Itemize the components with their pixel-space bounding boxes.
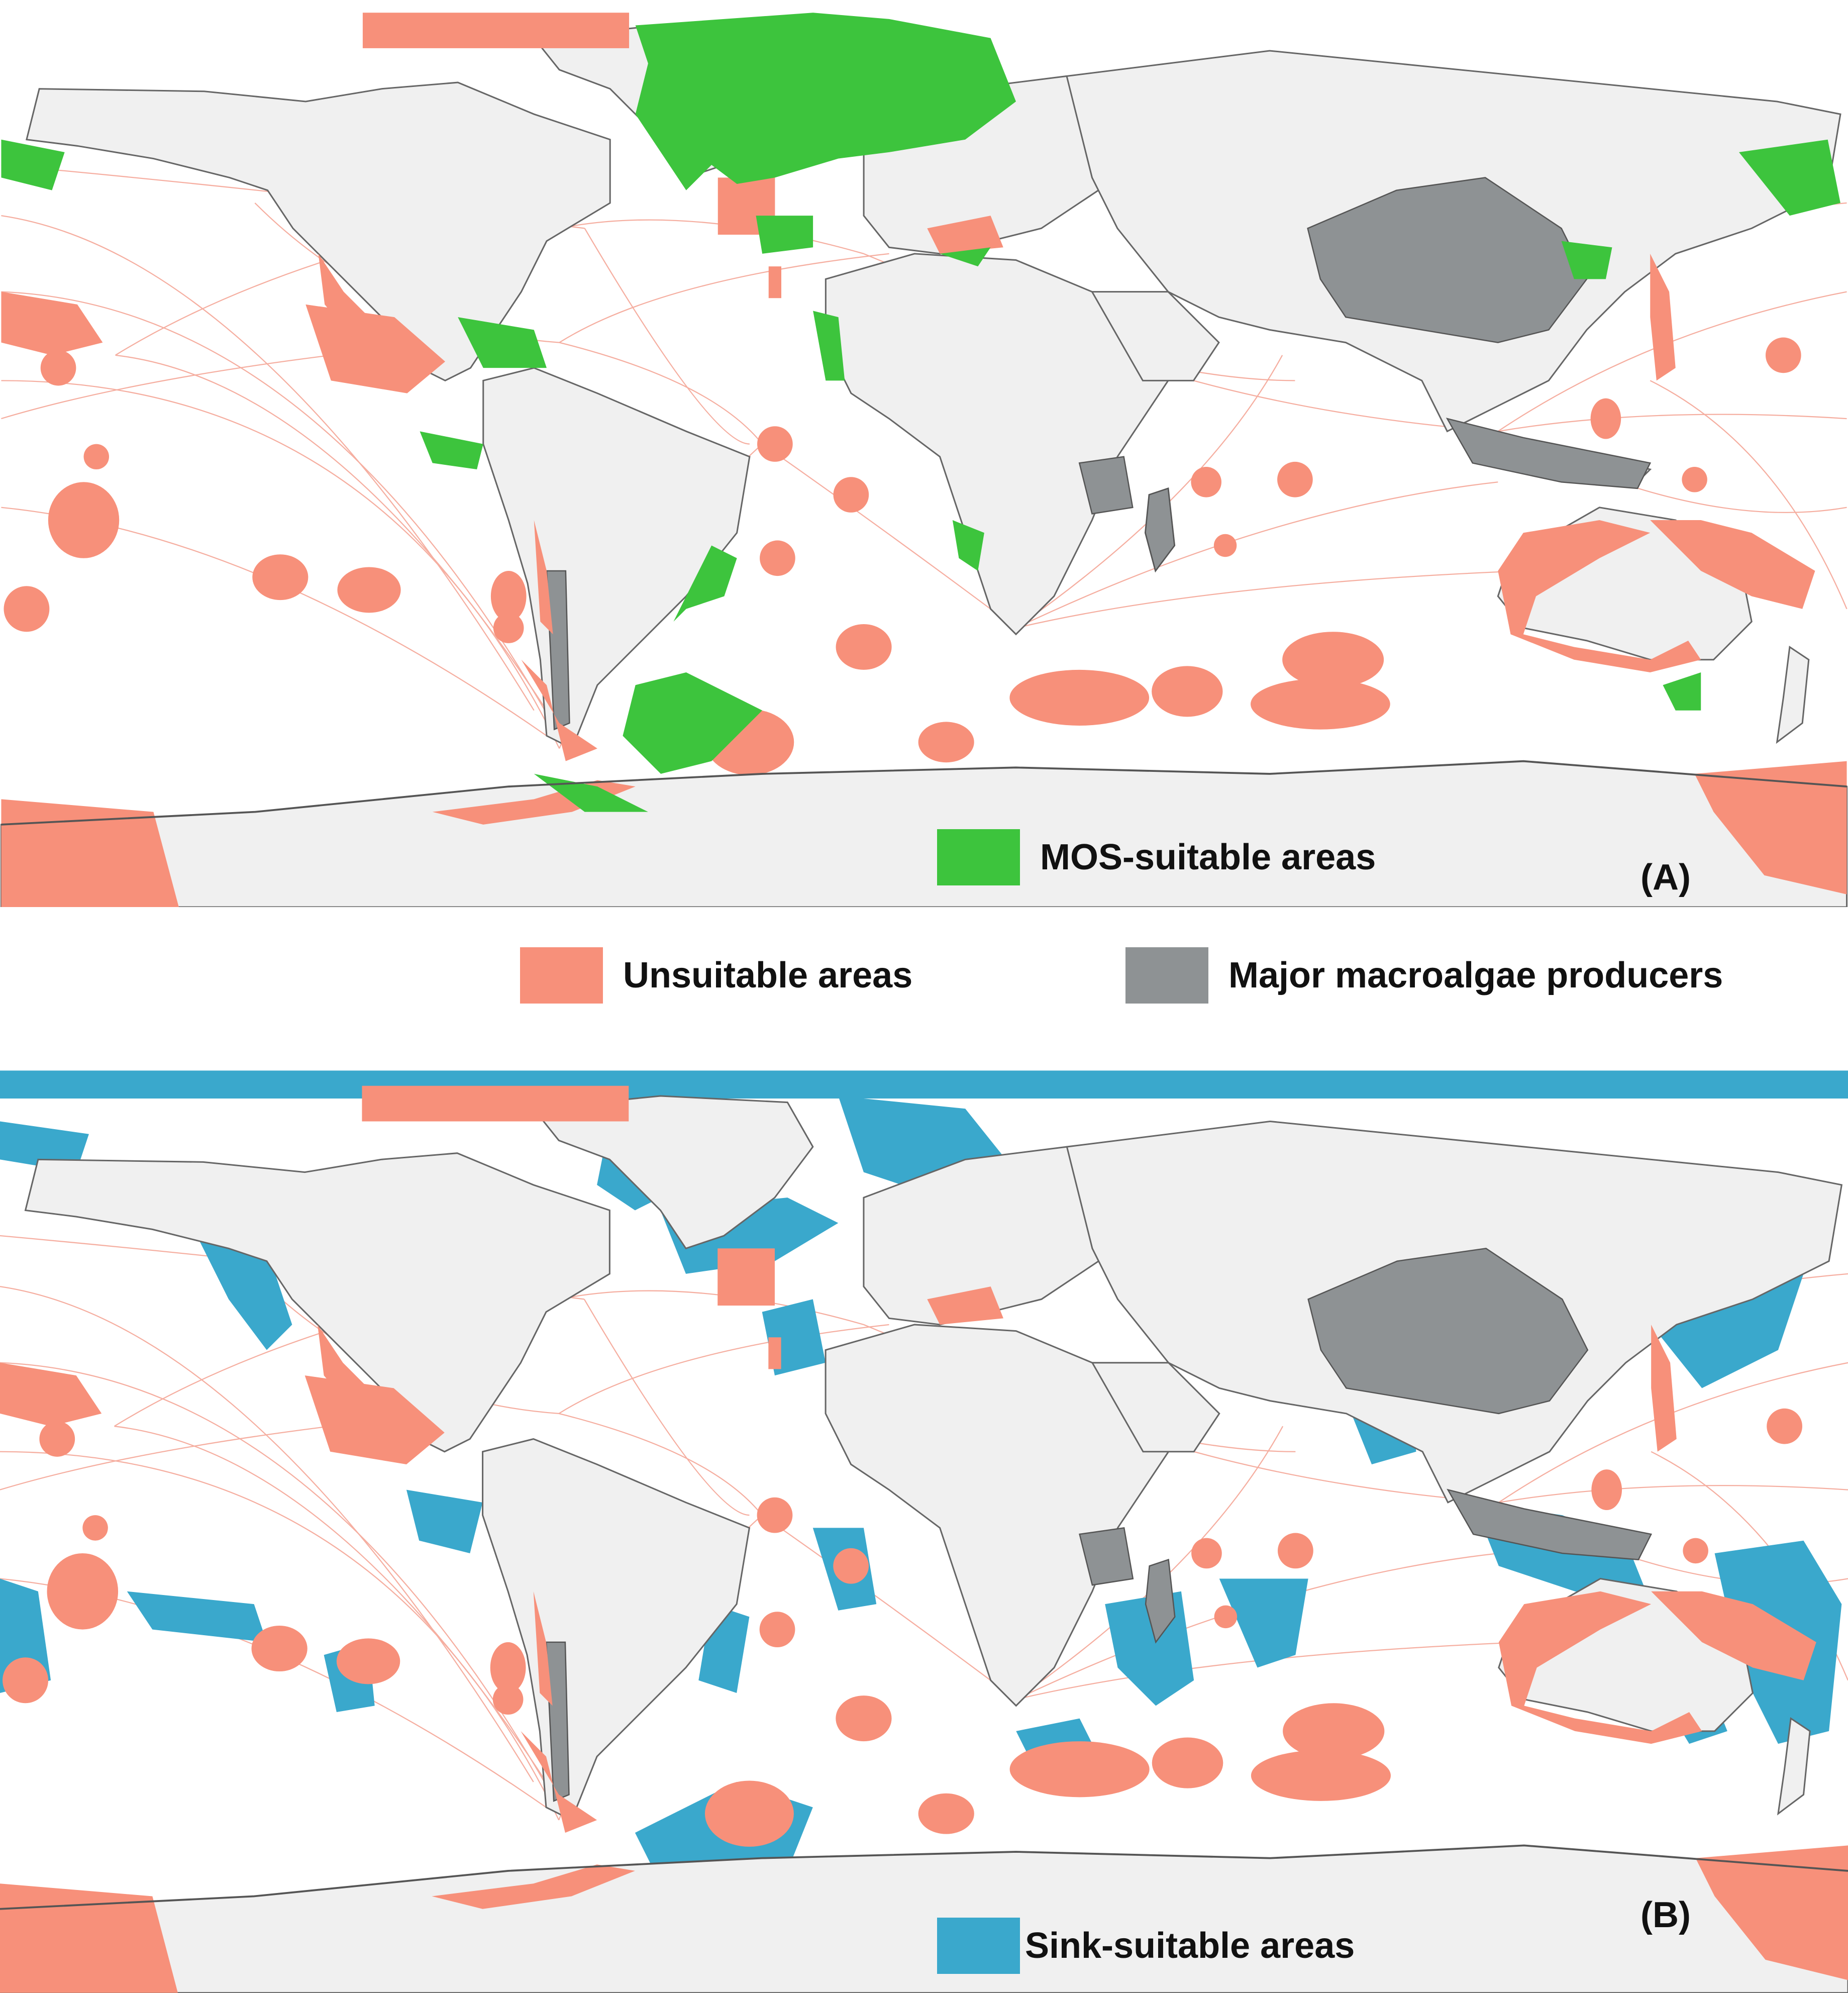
indonesia-producer (1446, 418, 1652, 489)
legend-unsuitable-swatch (520, 947, 603, 1004)
south-america (482, 367, 751, 750)
greenland (532, 1095, 814, 1250)
world-map-a (0, 0, 1848, 907)
legend-unsuitable: Unsuitable areas (520, 947, 912, 1004)
south-america (482, 1438, 751, 1821)
panel-b-label: (B) (1640, 1895, 1691, 1935)
legend-producers-swatch (1125, 947, 1208, 1004)
macroalgae-producers (546, 177, 1652, 731)
tanzania (1078, 456, 1134, 515)
legend-sink: Sink-suitable areas (937, 1918, 1355, 1974)
antarctic-coastline (1, 760, 1847, 826)
europe (863, 1146, 1144, 1326)
legend-mos-label: MOS-suitable areas (1040, 837, 1376, 877)
legend-producers: Major macroalgae producers (1125, 947, 1723, 1004)
legend-sink-label: Sink-suitable areas (1025, 1926, 1355, 1966)
legend-mos-swatch (937, 829, 1020, 885)
panel-a-label: (A) (1640, 857, 1691, 898)
legend-unsuitable-label: Unsuitable areas (623, 955, 913, 995)
chile (546, 570, 570, 731)
world-map-b (0, 1070, 1848, 1993)
map-panel-a: MOS-suitable areas (A) (0, 0, 1848, 907)
new-zealand (1776, 645, 1810, 744)
africa (825, 253, 1169, 636)
chile (545, 1641, 570, 1802)
legend-mos: MOS-suitable areas (937, 829, 1376, 885)
madagascar-producer (1145, 487, 1175, 572)
unsuitable-areas (1, 13, 1847, 907)
new-zealand (1777, 1717, 1811, 1816)
legend-sink-swatch (937, 1918, 1020, 1974)
legend-producers-label: Major macroalgae producers (1228, 955, 1723, 995)
china (1307, 1247, 1589, 1415)
arabia (1091, 1362, 1220, 1453)
madagascar-producer (1145, 1558, 1176, 1644)
africa (825, 1324, 1170, 1707)
map-panel-b: Sink-suitable areas (B) (0, 1070, 1848, 1993)
indonesia-producer (1447, 1488, 1653, 1560)
north-america (24, 1152, 610, 1453)
arabia (1090, 291, 1220, 381)
mos-suitable-areas (1, 13, 1840, 812)
tanzania (1079, 1527, 1134, 1586)
antarctic-coastline (0, 1844, 1848, 1910)
land-masses (0, 1095, 1848, 1993)
china (1307, 177, 1588, 343)
macroalgae-producers (545, 1247, 1653, 1802)
north-america (26, 81, 611, 382)
